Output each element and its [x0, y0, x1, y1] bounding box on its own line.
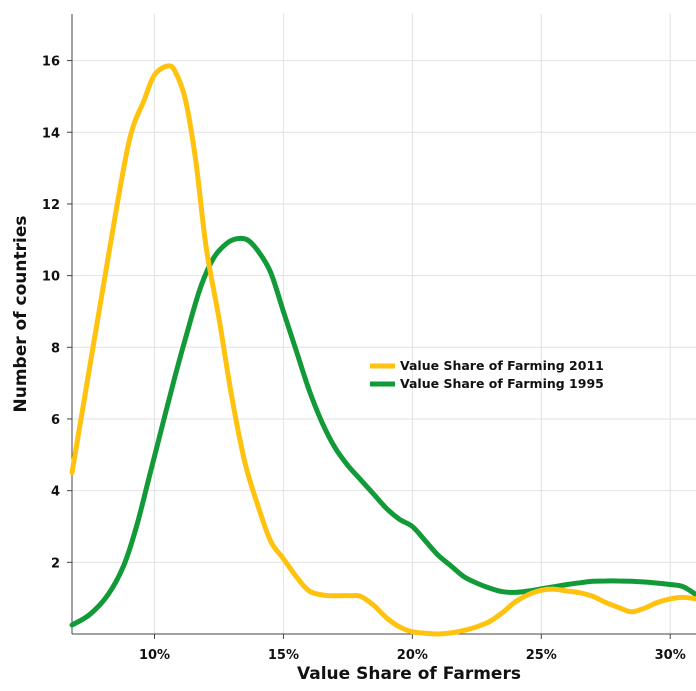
y-axis-title: Number of countries	[11, 216, 31, 413]
series-lines	[69, 63, 696, 637]
axes	[71, 14, 696, 635]
x-axis-title: Value Share of Farmers	[297, 664, 521, 684]
y-tick-label: 12	[42, 198, 60, 213]
y-tick-label: 10	[42, 270, 60, 285]
series-line-1	[69, 235, 696, 628]
y-tick-label: 14	[42, 126, 60, 141]
y-tick-label: 4	[51, 485, 60, 500]
legend-label: Value Share of Farming 1995	[400, 376, 604, 391]
x-tick-labels: 10% 15% 20% 25% 30%	[139, 634, 686, 663]
legend: Value Share of Farming 2011 Value Share o…	[370, 358, 604, 391]
x-tick-label: 20%	[397, 648, 428, 663]
y-tick-label: 16	[42, 55, 60, 70]
x-tick-label: 10%	[139, 648, 170, 663]
y-tick-label: 6	[51, 413, 60, 428]
y-tick-labels: 2 4 6 8 10 12 14 16	[42, 55, 72, 571]
legend-label: Value Share of Farming 2011	[400, 358, 604, 373]
y-tick-label: 8	[51, 341, 60, 356]
y-tick-label: 2	[51, 556, 60, 571]
grid	[72, 14, 696, 634]
series-line-0	[69, 63, 696, 637]
x-tick-label: 15%	[268, 648, 299, 663]
x-tick-label: 30%	[655, 648, 686, 663]
x-tick-label: 25%	[526, 648, 557, 663]
